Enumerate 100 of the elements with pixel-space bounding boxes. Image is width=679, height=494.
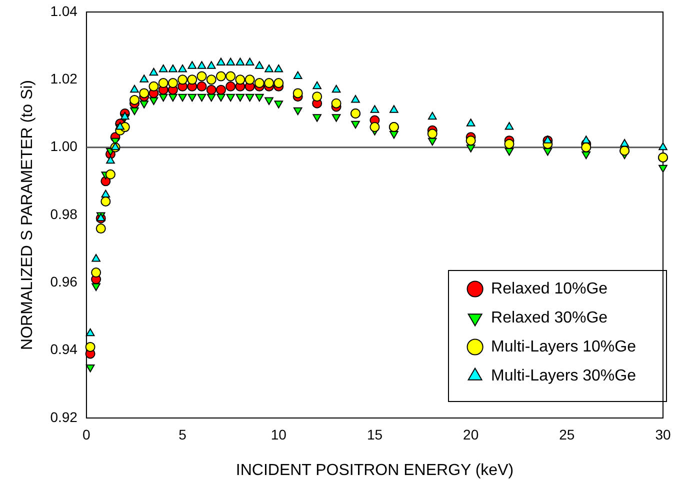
point: [312, 81, 322, 90]
point: [255, 61, 264, 69]
x-tick-label: 15: [366, 426, 383, 442]
point: [158, 64, 168, 72]
point: [168, 94, 178, 102]
legend-label: Multi-Layers 30%Ge: [491, 367, 636, 384]
point: [264, 97, 274, 105]
point: [130, 107, 139, 116]
legend-label: Relaxed 10%Ge: [491, 280, 608, 298]
point: [370, 105, 380, 113]
point: [235, 74, 246, 85]
point: [178, 94, 187, 102]
point: [140, 100, 148, 108]
x-axis-title: INCIDENT POSITRON ENERGY (keV): [236, 462, 514, 479]
point: [216, 71, 226, 82]
point: [168, 64, 178, 72]
point: [140, 74, 148, 82]
y-tick-label: 0.94: [50, 341, 78, 358]
x-tick-label: 20: [463, 426, 479, 442]
point: [120, 112, 130, 120]
point: [543, 148, 552, 156]
point: [332, 84, 341, 93]
point: [158, 78, 168, 88]
x-tick-label: 5: [178, 426, 187, 442]
point: [504, 122, 514, 130]
point: [390, 105, 398, 113]
point: [149, 97, 158, 105]
point: [91, 268, 102, 278]
point: [158, 94, 168, 102]
point: [331, 98, 342, 108]
y-axis-title: NORMALIZED S PARAMETER (to Si): [19, 80, 36, 350]
point: [312, 114, 322, 122]
point: [100, 196, 111, 206]
point: [293, 71, 302, 80]
point: [178, 64, 187, 72]
y-tick-label: 0.98: [50, 206, 78, 222]
point: [226, 94, 235, 102]
point: [292, 88, 303, 98]
point: [188, 61, 197, 69]
point: [543, 136, 552, 144]
y-tick-label: 0.92: [50, 408, 78, 425]
point: [206, 74, 216, 85]
point: [206, 84, 216, 95]
point: [168, 78, 178, 88]
point: [390, 131, 398, 139]
y-tick-label: 1.04: [50, 2, 78, 19]
point: [332, 114, 341, 122]
point: [351, 94, 360, 103]
point: [106, 156, 115, 164]
point: [428, 138, 437, 146]
point: [226, 58, 235, 66]
point: [244, 74, 255, 85]
point: [245, 94, 254, 102]
point: [101, 190, 110, 198]
point: [139, 88, 150, 98]
y-tick-label: 1.02: [50, 70, 78, 87]
x-tick-label: 25: [559, 426, 575, 442]
point: [226, 71, 236, 82]
point: [245, 58, 254, 66]
point: [105, 169, 116, 180]
point: [226, 81, 236, 92]
point: [216, 58, 226, 66]
point: [582, 151, 591, 160]
point: [658, 164, 668, 173]
y-tick-label: 0.96: [50, 274, 78, 290]
point: [216, 94, 226, 102]
point: [264, 64, 274, 72]
point: [197, 94, 206, 102]
point: [236, 94, 245, 102]
y-tick-label: 1.00: [50, 138, 78, 154]
point: [274, 64, 284, 72]
point: [92, 283, 100, 292]
point: [178, 74, 188, 85]
point: [196, 71, 207, 82]
point: [148, 81, 159, 92]
point: [312, 92, 322, 102]
point: [351, 120, 360, 129]
point: [428, 112, 437, 120]
point: [116, 122, 124, 130]
point: [293, 107, 302, 116]
point: [254, 78, 264, 88]
x-tick-label: 10: [270, 426, 287, 442]
point: [274, 78, 284, 88]
point: [149, 68, 158, 76]
point: [196, 81, 207, 92]
point: [216, 84, 226, 95]
legend-label: Relaxed 30%Ge: [491, 309, 608, 326]
point: [96, 224, 106, 234]
point: [264, 78, 274, 88]
point: [658, 142, 668, 150]
point: [197, 61, 206, 69]
point: [188, 94, 197, 102]
x-tick-label: 30: [655, 426, 671, 442]
point: [206, 61, 216, 69]
point: [274, 100, 284, 108]
point: [129, 94, 140, 105]
x-tick-label: 0: [82, 426, 91, 442]
point: [582, 136, 591, 144]
point: [187, 74, 198, 85]
point: [236, 58, 245, 66]
